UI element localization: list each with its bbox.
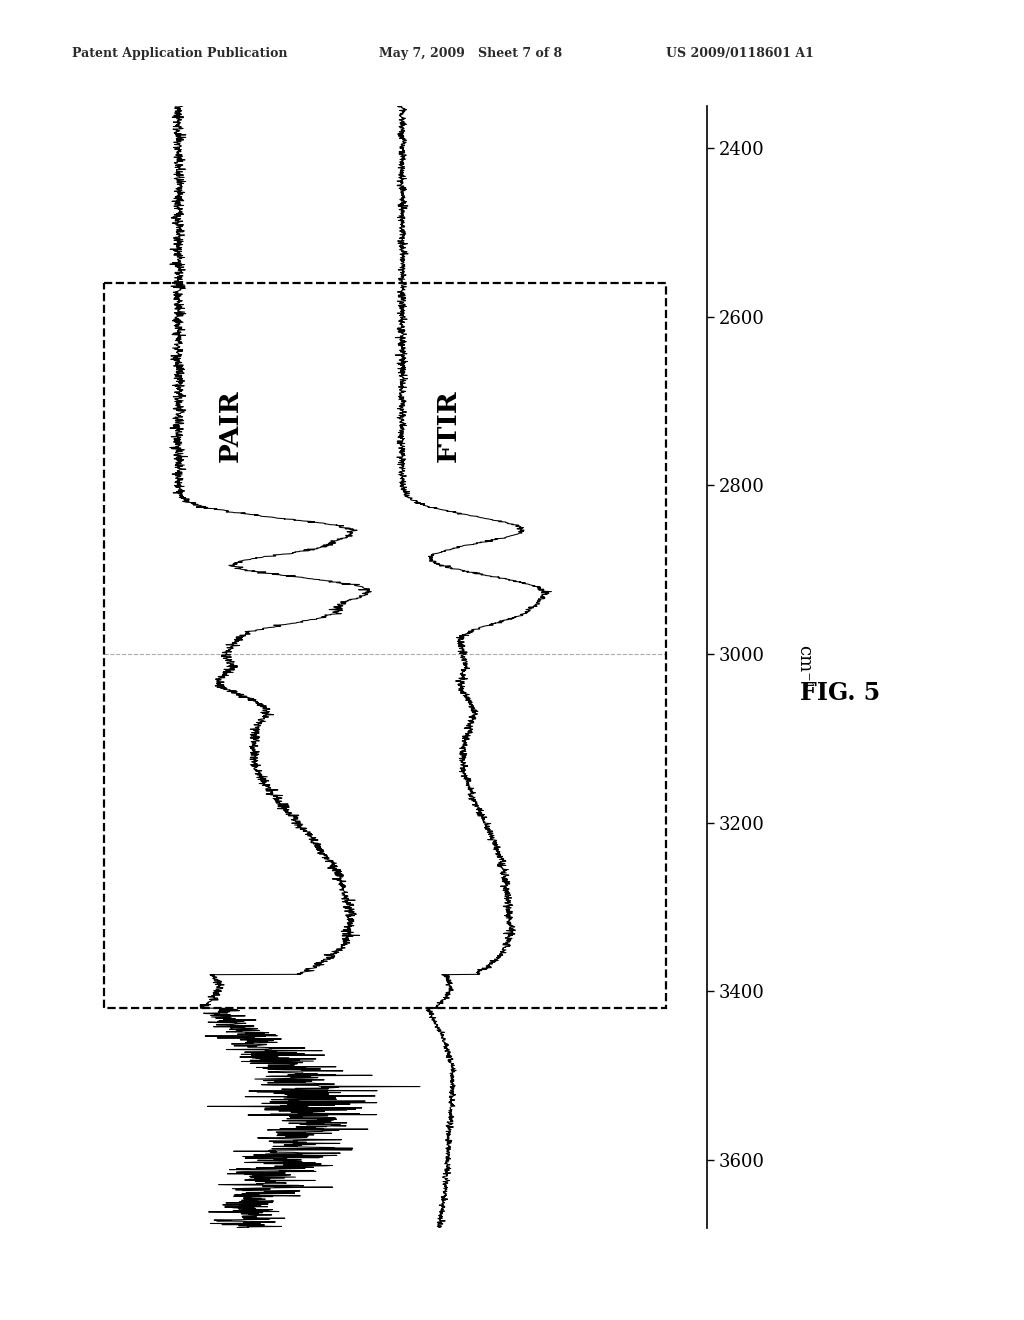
Text: May 7, 2009   Sheet 7 of 8: May 7, 2009 Sheet 7 of 8 xyxy=(379,46,562,59)
Text: FTIR: FTIR xyxy=(435,389,461,462)
Y-axis label: cm⁻¹: cm⁻¹ xyxy=(795,644,813,689)
Text: Patent Application Publication: Patent Application Publication xyxy=(72,46,287,59)
Text: PAIR: PAIR xyxy=(217,389,243,462)
Text: US 2009/0118601 A1: US 2009/0118601 A1 xyxy=(666,46,813,59)
Bar xyxy=(103,282,667,1008)
Text: FIG. 5: FIG. 5 xyxy=(800,681,880,705)
